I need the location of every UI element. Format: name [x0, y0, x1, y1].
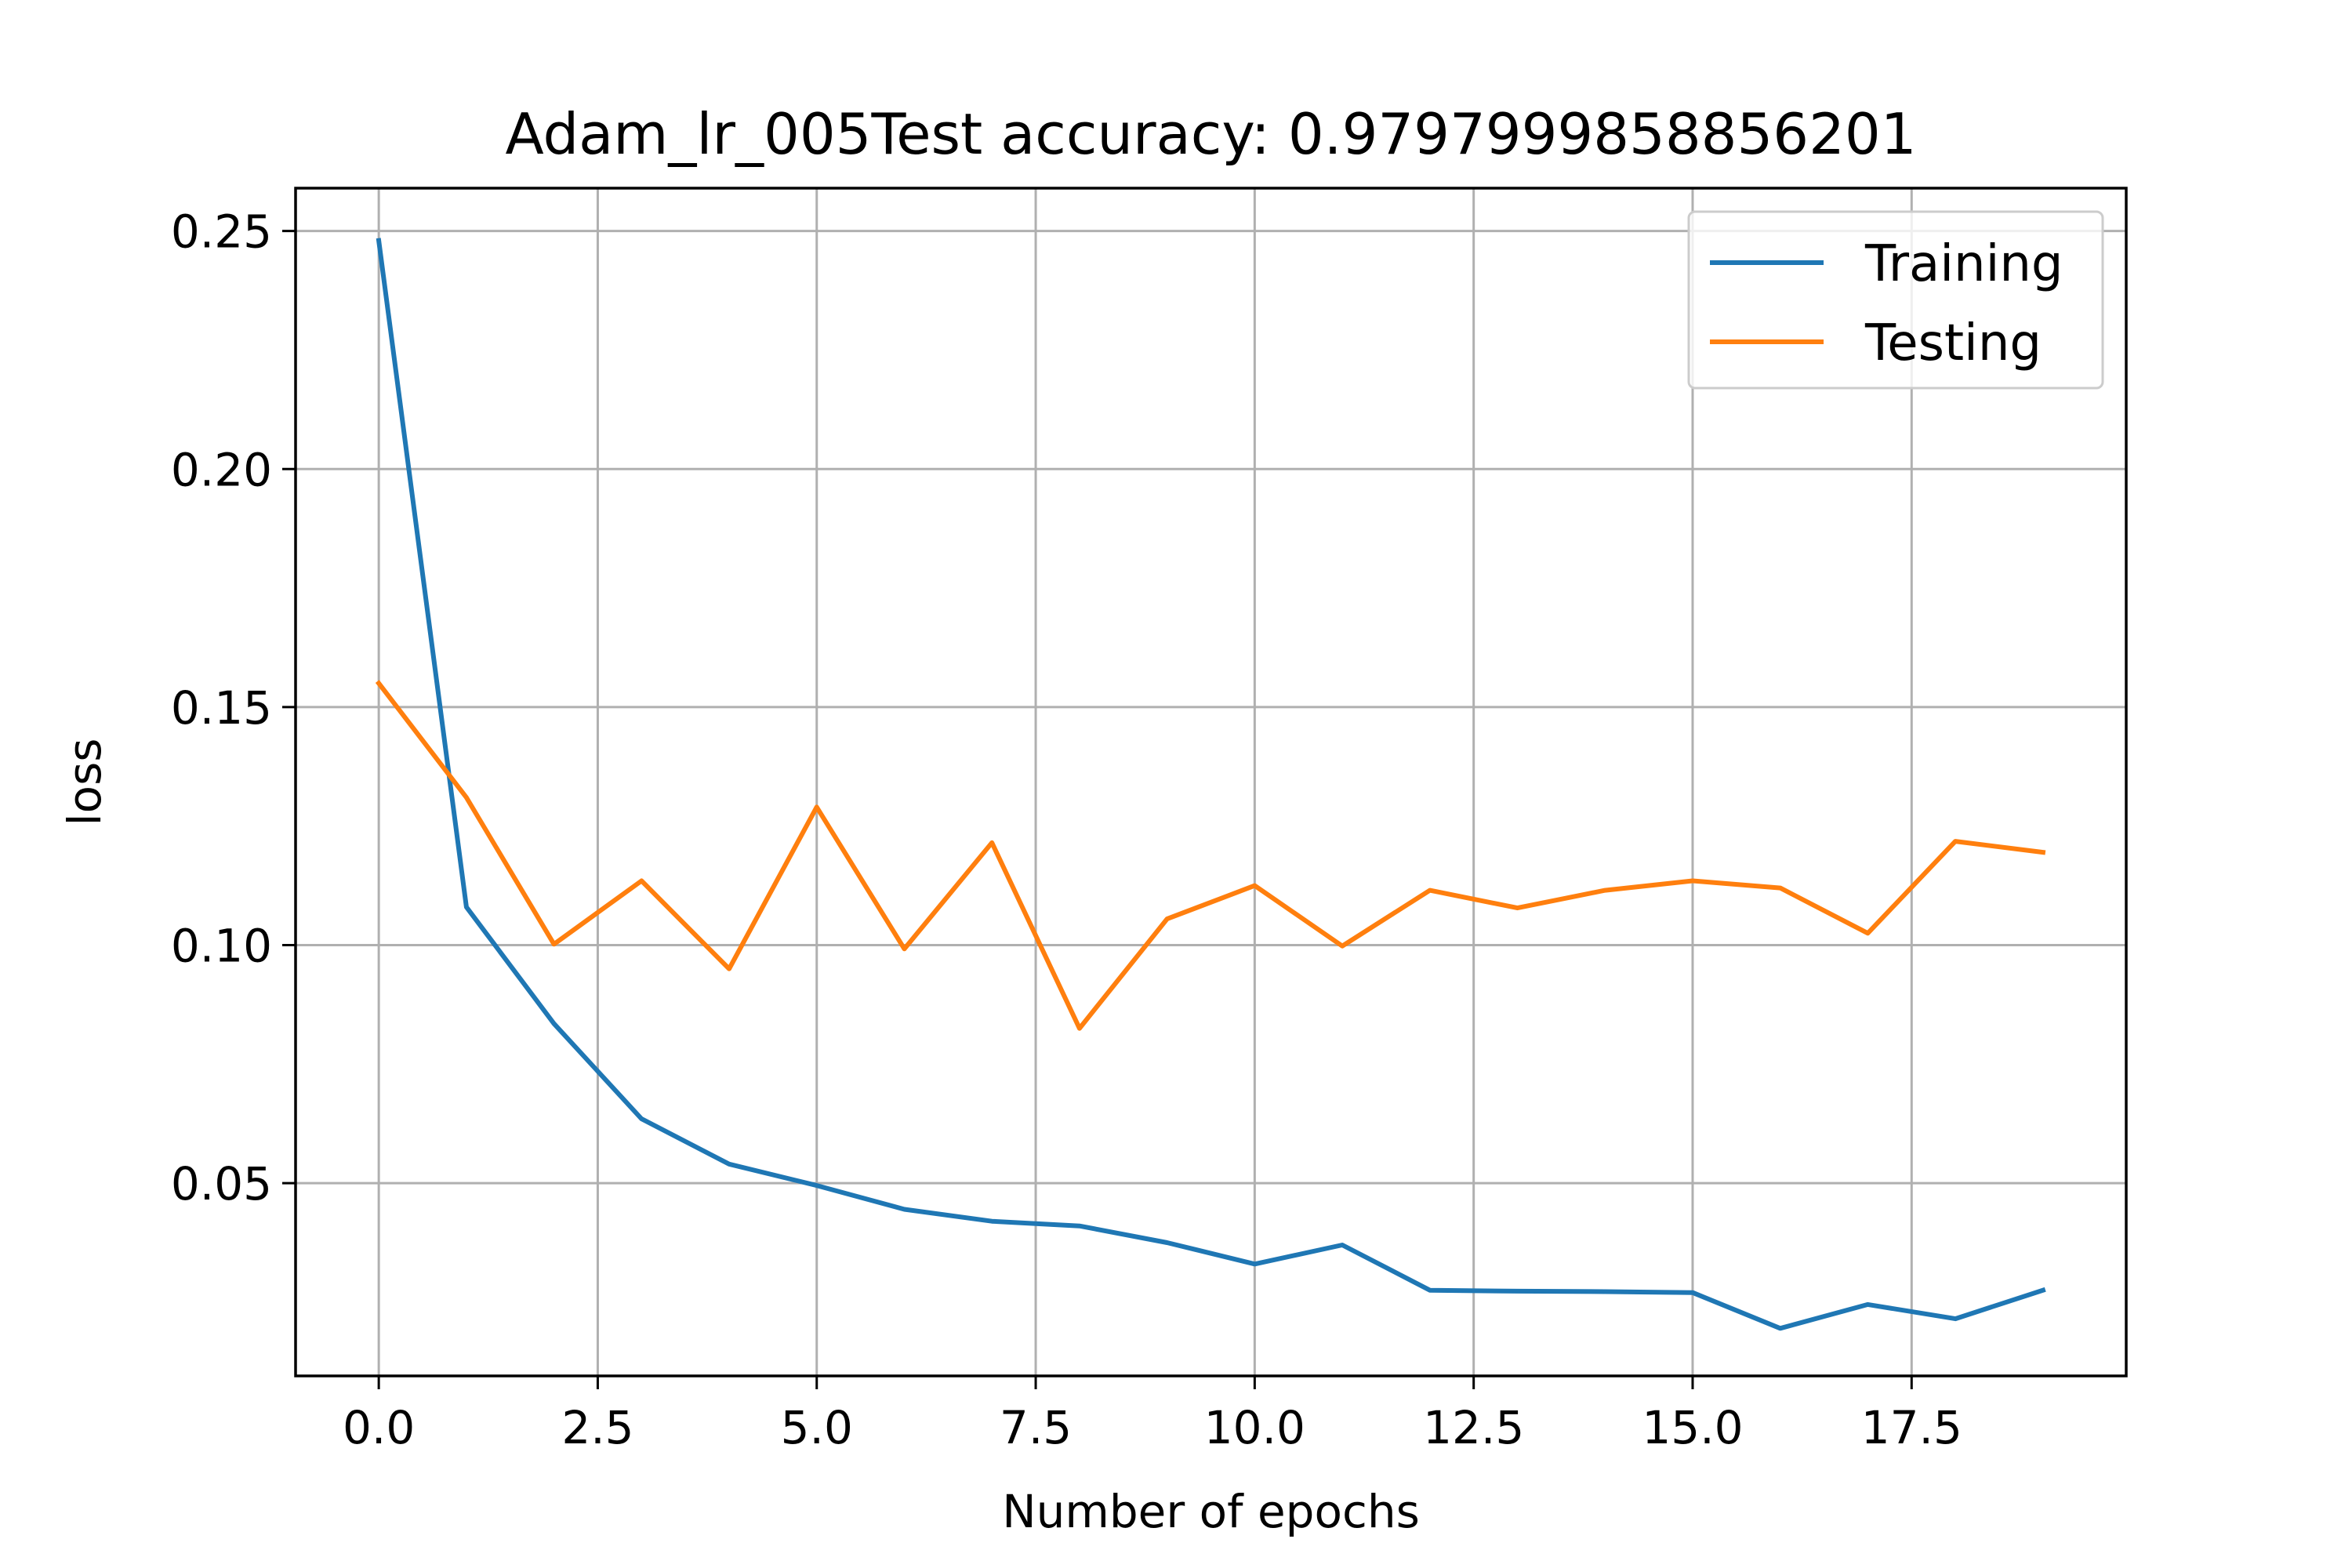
- x-tick-label: 15.0: [1642, 1401, 1743, 1454]
- x-tick-label: 7.5: [1000, 1401, 1072, 1454]
- legend-label-testing: Testing: [1864, 314, 2042, 372]
- x-axis-label: Number of epochs: [1002, 1485, 1420, 1538]
- series-lines: [375, 238, 2046, 1331]
- series-line-training: [376, 238, 2046, 1331]
- ticks: 0.0 2.5 5.0 7.5 10.0 12.5 15.0 17.5 0.05 0.10 0.15…: [171, 205, 1962, 1454]
- y-axis-label: loss: [58, 738, 111, 826]
- y-tick-label: 0.15: [171, 681, 272, 735]
- x-tick-label: 2.5: [561, 1401, 633, 1454]
- y-tick-label: 0.20: [171, 443, 272, 496]
- x-tick-label: 17.5: [1861, 1401, 1962, 1454]
- x-tick-label: 0.0: [343, 1401, 415, 1454]
- x-tick-label: 12.5: [1423, 1401, 1524, 1454]
- chart-title: Adam_lr_005Test accuracy: 0.979799985885…: [505, 101, 1916, 167]
- y-tick-label: 0.10: [171, 919, 272, 972]
- y-tick-label: 0.25: [171, 205, 272, 259]
- legend: Training Testing: [1687, 210, 2104, 390]
- plot-area-frame: [294, 187, 2128, 1377]
- x-tick-label: 10.0: [1204, 1401, 1305, 1454]
- legend-label-training: Training: [1864, 235, 2063, 293]
- x-tick-label: 5.0: [781, 1401, 853, 1454]
- y-tick-label: 0.05: [171, 1157, 272, 1210]
- series-line-testing: [375, 680, 2046, 1031]
